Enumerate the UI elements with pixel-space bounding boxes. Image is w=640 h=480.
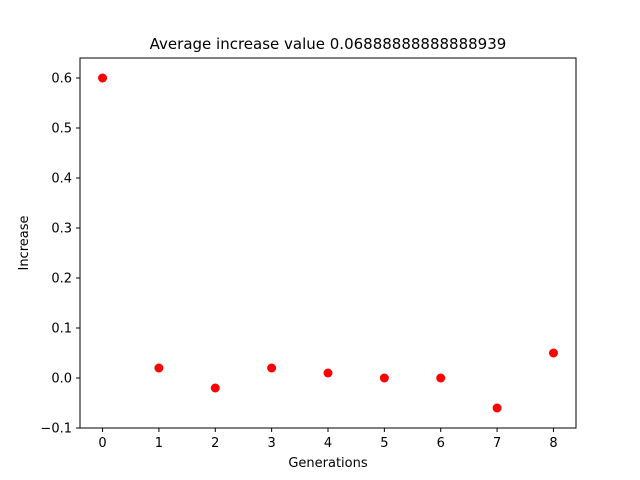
y-tick-label: −0.1 <box>40 422 72 437</box>
y-tick-label: 0.3 <box>51 222 72 237</box>
data-point <box>154 363 164 373</box>
y-tick-label: 0.5 <box>51 122 72 137</box>
x-tick-label: 3 <box>267 436 275 451</box>
x-tick-label: 5 <box>380 436 388 451</box>
data-point <box>492 403 502 413</box>
x-tick-label: 2 <box>211 436 219 451</box>
x-tick-label: 8 <box>549 436 557 451</box>
data-point <box>98 73 108 83</box>
x-tick-label: 4 <box>324 436 332 451</box>
data-point <box>210 383 220 393</box>
data-point <box>323 368 333 378</box>
x-tick-label: 6 <box>437 436 445 451</box>
data-point <box>379 373 389 383</box>
x-tick-label: 0 <box>98 436 106 451</box>
plot-frame <box>79 57 577 429</box>
y-tick-label: 0.2 <box>51 272 72 287</box>
chart-title: Average increase value 0.068888888888889… <box>150 35 507 53</box>
plot-area: 0 1 2 3 4 5 6 7 8 −0.1 0.0 0.1 0.2 0.3 0.4 0.5 0.6 <box>40 72 558 451</box>
x-tick-label: 1 <box>155 436 163 451</box>
data-point <box>548 348 558 358</box>
y-tick-label: 0.6 <box>51 72 72 87</box>
x-tick-label: 7 <box>493 436 501 451</box>
y-tick-label: 0.0 <box>51 372 72 387</box>
y-tick-label: 0.1 <box>51 322 72 337</box>
data-point <box>267 363 277 373</box>
y-tick-label: 0.4 <box>51 172 72 187</box>
data-point <box>436 373 446 383</box>
x-axis-title: Generations <box>288 456 368 471</box>
y-axis-title: Increase <box>17 215 32 270</box>
